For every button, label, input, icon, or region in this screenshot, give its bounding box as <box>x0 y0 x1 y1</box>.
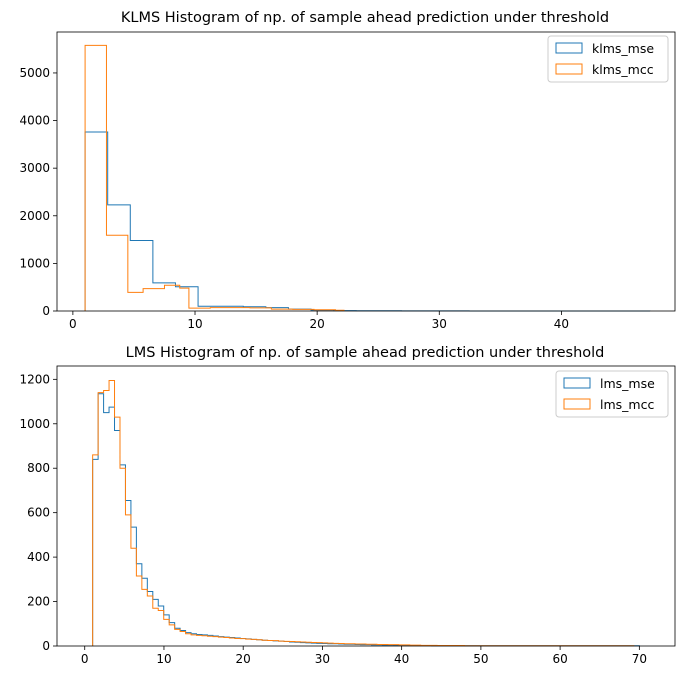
legend-label-lms-mse: lms_mse <box>600 376 655 391</box>
chart-klms-legend: klms_mse klms_mcc <box>547 35 669 83</box>
x-tick-label: 40 <box>394 652 409 666</box>
y-tick-label: 800 <box>27 461 50 475</box>
x-tick-label: 50 <box>473 652 488 666</box>
chart-lms-legend: lms_mse lms_mcc <box>555 370 669 418</box>
histogram-series-klms-mcc <box>84 44 345 311</box>
x-tick-label: 30 <box>315 652 330 666</box>
chart-klms-plot: 0 10 20 30 40 0 1000 2000 3000 4000 5000 <box>19 31 676 331</box>
legend-swatch-lms-mse <box>563 377 591 389</box>
y-tick-label: 2000 <box>19 209 50 223</box>
y-tick-label: 200 <box>27 595 50 609</box>
legend-box <box>547 35 669 83</box>
chart-klms: KLMS Histogram of np. of sample ahead pr… <box>19 10 676 331</box>
legend-box <box>555 370 669 418</box>
x-tick-label: 60 <box>552 652 567 666</box>
y-tick-label: 600 <box>27 506 50 520</box>
x-tick-label: 10 <box>187 317 202 331</box>
x-tick-label: 30 <box>432 317 447 331</box>
legend-swatch-klms-mcc <box>555 63 583 75</box>
y-tick-label: 0 <box>42 304 50 318</box>
x-tick-label: 20 <box>236 652 251 666</box>
legend-label-klms-mcc: klms_mcc <box>592 62 654 77</box>
chart-lms-plot: 0 10 20 30 40 50 60 70 0 200 400 600 800 1000 1200 <box>19 365 676 666</box>
legend-swatch-klms-mse <box>555 42 583 54</box>
axes-frame <box>56 365 676 647</box>
chart-klms-title: KLMS Histogram of np. of sample ahead pr… <box>121 10 609 26</box>
legend-label-klms-mse: klms_mse <box>592 41 654 56</box>
x-tick-label: 10 <box>156 652 171 666</box>
x-tick-label: 40 <box>554 317 569 331</box>
x-tick-label: 20 <box>310 317 325 331</box>
y-tick-label: 3000 <box>19 161 50 175</box>
y-tick-label: 1200 <box>19 372 50 386</box>
legend-label-lms-mcc: lms_mcc <box>600 397 654 412</box>
x-tick-label: 70 <box>632 652 647 666</box>
y-tick-label: 1000 <box>19 417 50 431</box>
chart-lms: LMS Histogram of np. of sample ahead pre… <box>19 345 676 666</box>
y-tick-label: 400 <box>27 550 50 564</box>
legend-swatch-lms-mcc <box>563 398 591 410</box>
y-tick-label: 1000 <box>19 256 50 270</box>
y-tick-label: 5000 <box>19 66 50 80</box>
x-tick-label: 0 <box>69 317 77 331</box>
chart-lms-title: LMS Histogram of np. of sample ahead pre… <box>126 345 605 361</box>
y-tick-label: 0 <box>42 639 50 653</box>
axes-frame <box>56 31 676 312</box>
x-tick-label: 0 <box>81 652 89 666</box>
y-tick-label: 4000 <box>19 114 50 128</box>
